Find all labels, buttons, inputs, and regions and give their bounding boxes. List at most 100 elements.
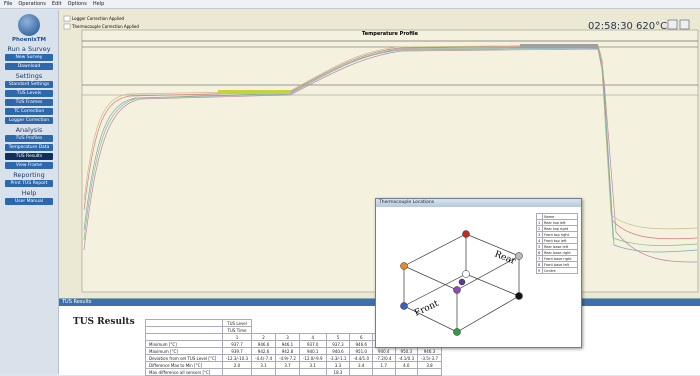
cell xyxy=(371,368,396,376)
sensor-name: Centre xyxy=(541,267,579,274)
cell xyxy=(251,368,277,376)
nav-button[interactable]: Temperature Data xyxy=(5,144,53,151)
cell-value: 937.7 xyxy=(221,340,253,348)
cell-value: -4.9/-7.2 xyxy=(275,354,300,362)
cell-value: 940.6 xyxy=(325,347,351,355)
brand: PhoenixTM xyxy=(11,37,47,43)
nav-button[interactable]: TUS Levels xyxy=(5,90,53,97)
table-row: Max difference all sensors [°C] 18.3 xyxy=(145,368,442,376)
window-title: Thermocouple Locations xyxy=(376,199,581,207)
section-title: Run a Survey xyxy=(7,45,51,53)
cell-value: 937.0 xyxy=(298,340,327,348)
cell-value: -4.4/-7.4 xyxy=(251,354,277,362)
temperature-curves xyxy=(83,44,698,263)
nav-button[interactable]: Standard Settings xyxy=(5,81,53,88)
nav-button[interactable]: Download xyxy=(5,63,53,70)
section-title: Analysis xyxy=(15,126,43,134)
table-row: Deviation from set TUS Level [°C] -12.3/-… xyxy=(145,354,442,362)
column-header: 3 xyxy=(275,333,300,341)
section-title: Help xyxy=(21,189,37,197)
cell xyxy=(394,368,419,376)
nav-button[interactable]: New Survey xyxy=(5,54,53,61)
cell-value: 939.7 xyxy=(221,347,253,355)
nav-button[interactable]: TUS Profiles xyxy=(5,135,53,142)
menu-item[interactable]: Options xyxy=(67,1,87,7)
menu-bar: File Operations Edit Options Help xyxy=(0,0,700,9)
cell-value: 940.1 xyxy=(298,347,327,355)
cell-value: 950.3 xyxy=(394,347,419,355)
cell-value: 3.4 xyxy=(349,361,373,369)
cell-value: -3.3/-1.1 xyxy=(325,354,351,362)
logo xyxy=(18,14,40,36)
nav-button[interactable]: TUS Frames xyxy=(5,99,53,106)
cell-value: 937.3 xyxy=(325,340,351,348)
cell xyxy=(221,368,253,376)
column-header: 4 xyxy=(298,333,327,341)
cell-value: 940.4 xyxy=(371,347,396,355)
cell-value: -12.0/-9.9 xyxy=(298,354,327,362)
cell-value: 2.0 xyxy=(221,361,253,369)
cell xyxy=(275,368,300,376)
chart-title: Temperature Profile xyxy=(362,31,419,37)
row-label: Deviation from set TUS Level [°C] xyxy=(145,354,223,362)
cell xyxy=(298,368,327,376)
cell-value: 946.3 xyxy=(417,347,442,355)
checkbox-label: Thermocouple Correction Applied xyxy=(71,24,139,29)
highlight-segment xyxy=(520,44,598,48)
cell-value: -7.2/0.4 xyxy=(371,354,396,362)
column-header: 1 xyxy=(221,333,253,341)
cube-diagram: Rear Front xyxy=(400,230,523,336)
table-row: Maximum [°C] 939.7 942.6 942.8 940.1 940.6 951… xyxy=(145,347,442,355)
cell-value: 18.3 xyxy=(325,368,351,376)
sidebar: PhoenixTM Run a Survey New Survey Download… xyxy=(0,10,59,374)
locations-window: Thermocouple Locations Rear Front Name 1 R… xyxy=(375,198,582,348)
column-header: 2 xyxy=(251,333,277,341)
cell xyxy=(145,326,223,334)
cell xyxy=(145,333,223,341)
cell-value: 1.7 xyxy=(371,361,396,369)
nav-button[interactable]: TC Correction xyxy=(5,108,53,115)
cell-value: 951.0 xyxy=(349,347,373,355)
list-row[interactable]: 9 Centre xyxy=(536,267,579,274)
row-label: Minimum [°C] xyxy=(145,340,223,348)
cell-value: 946.6 xyxy=(349,340,373,348)
sensor-dots xyxy=(400,230,523,336)
cell xyxy=(349,368,373,376)
cell-value: 3.1 xyxy=(298,361,327,369)
cell-value: -4.1/0.3 xyxy=(394,354,419,362)
status-temperature: 620°C xyxy=(636,21,667,32)
cell xyxy=(145,319,223,327)
nav-button[interactable]: Print TUS Report xyxy=(5,180,53,187)
table-row: Difference Max to Min [°C] 2.0 3.1 3.7 3.1 3.… xyxy=(145,361,442,369)
sidebar-sections: Run a Survey New Survey Download Settings St… xyxy=(0,45,58,205)
row-label: Difference Max to Min [°C] xyxy=(145,361,223,369)
cube-label: Rear xyxy=(493,250,518,268)
column-header: 5 xyxy=(325,333,351,341)
cell-value: 942.6 xyxy=(251,347,277,355)
checkbox[interactable] xyxy=(63,15,71,22)
cube-label: Front xyxy=(413,299,441,319)
cell-value: 3.1 xyxy=(251,361,277,369)
nav-button[interactable]: User Manual xyxy=(5,198,53,205)
menu-item[interactable]: Operations xyxy=(18,1,46,7)
sensor-list: Name 1 Rear top left 2 Rear top right 3 Front … xyxy=(536,213,579,274)
icon-button[interactable] xyxy=(679,19,690,30)
section-title: Settings xyxy=(15,72,43,80)
menu-item[interactable]: File xyxy=(4,1,13,7)
menu-item[interactable]: Help xyxy=(92,1,105,7)
level-label: TUS Level xyxy=(221,319,253,327)
cell xyxy=(417,368,442,376)
menu-item[interactable]: Edit xyxy=(51,1,62,7)
cell-value: -4.4/1.0 xyxy=(349,354,373,362)
checkbox-label: Logger Correction Applied xyxy=(72,16,125,21)
highlight-segment xyxy=(218,90,290,94)
nav-button[interactable]: View Frame xyxy=(5,162,53,169)
cell-value: 4.0 xyxy=(394,361,419,369)
icon-button[interactable] xyxy=(667,19,678,30)
checkbox[interactable] xyxy=(63,23,71,30)
nav-button[interactable]: Logger Correction xyxy=(5,117,53,124)
cell-value: 946.6 xyxy=(251,340,277,348)
nav-button[interactable]: TUS Results xyxy=(5,153,53,160)
cell-value: 3.7 xyxy=(275,361,300,369)
